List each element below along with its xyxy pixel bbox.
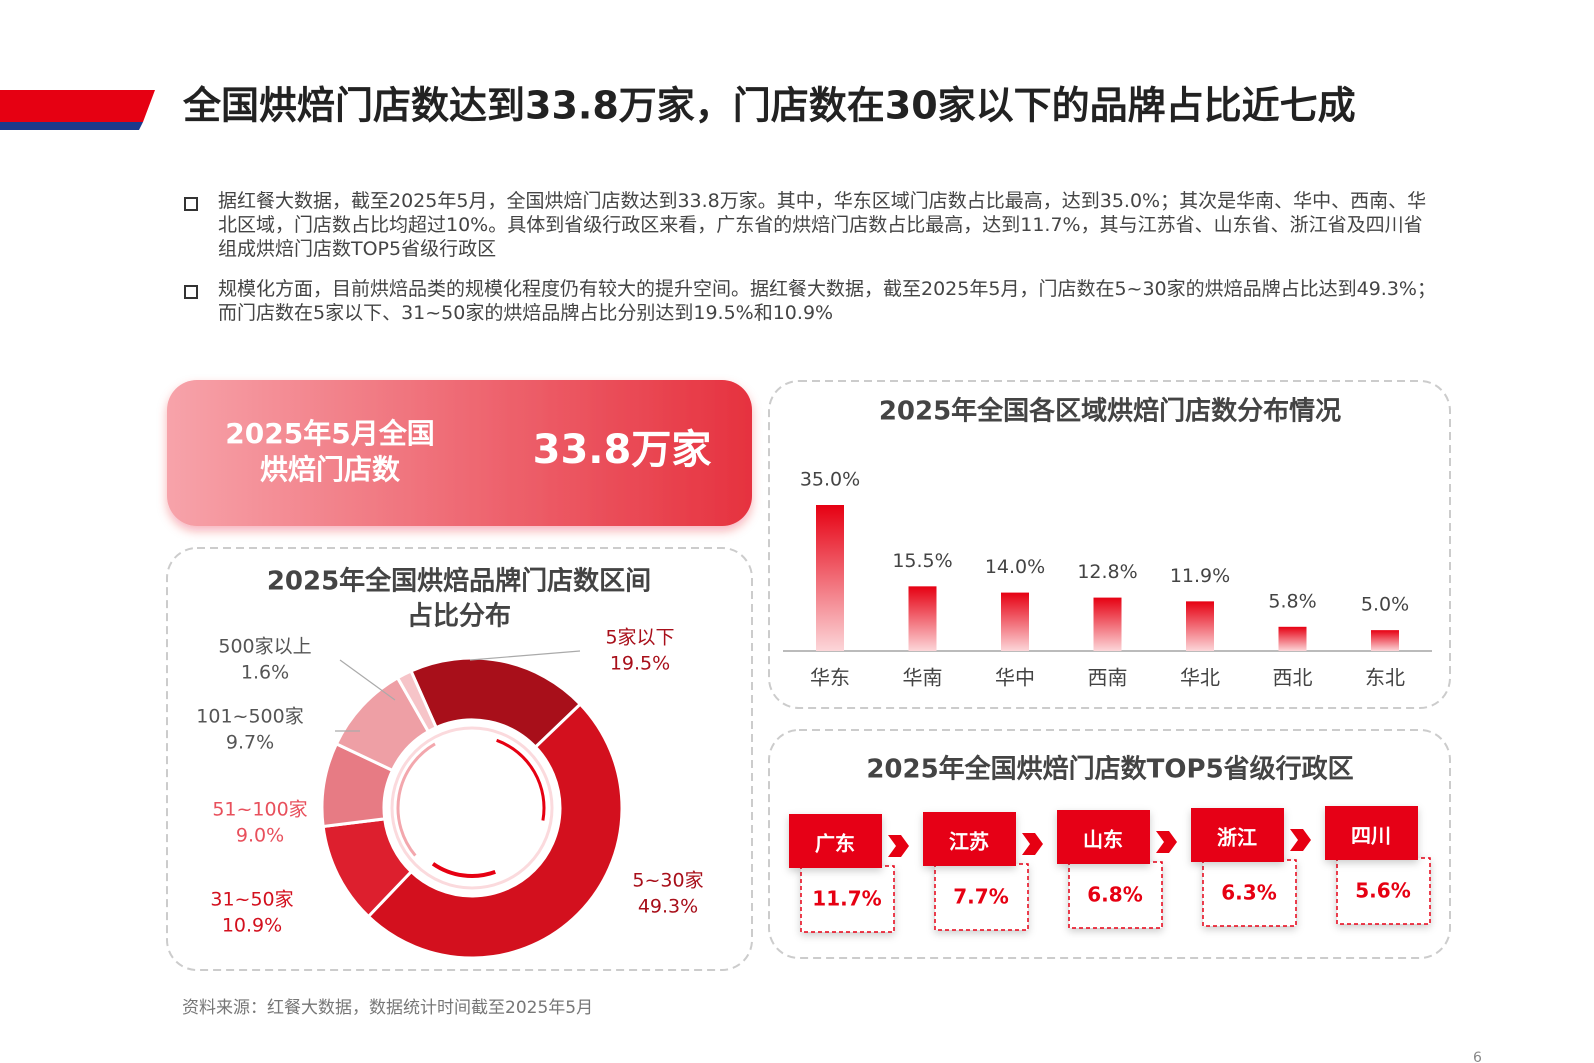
province-label: 山东	[1083, 828, 1123, 852]
value-box	[934, 863, 1029, 931]
bar	[908, 586, 937, 651]
slice-value: 10.9%	[222, 915, 282, 937]
value-label: 5.6%	[1355, 879, 1410, 903]
x-tick-label: 华南	[903, 666, 943, 690]
pie-slice	[366, 702, 624, 960]
bullet-icon	[184, 285, 198, 299]
bar	[1001, 592, 1029, 651]
banner-stripe	[0, 122, 143, 130]
value-label: 5.0%	[1361, 594, 1409, 616]
value-label: 11.7%	[812, 887, 881, 911]
value-label: 5.8%	[1268, 590, 1316, 612]
pie-slice	[409, 656, 583, 750]
province-box	[789, 814, 882, 868]
bullet-icon	[184, 197, 198, 211]
bar	[1371, 630, 1399, 651]
x-tick-label: 西南	[1088, 666, 1128, 690]
arrow	[1290, 829, 1311, 851]
ring-deco	[496, 738, 546, 821]
value-label: 11.9%	[1170, 565, 1230, 587]
kpi-label: 2025年5月全国	[225, 417, 434, 450]
province-label: 广东	[815, 832, 855, 856]
province-box	[1325, 806, 1418, 860]
slice-label: 101~500家	[196, 706, 303, 728]
bullet-text: 据红餐大数据，截至2025年5月，全国烘焙门店数达到33.8万家。其中，华东区域…	[218, 190, 1427, 260]
value-label: 6.3%	[1221, 881, 1276, 905]
bar	[816, 505, 844, 651]
x-tick-label: 华中	[995, 666, 1035, 690]
bar	[1186, 601, 1214, 651]
value-label: 7.7%	[953, 885, 1008, 909]
panel	[768, 380, 1451, 709]
chart-title: 2025年全国烘焙门店数TOP5省级行政区	[866, 754, 1353, 785]
value-label: 14.0%	[985, 556, 1045, 578]
page-title: 全国烘焙门店数达到33.8万家，门店数在30家以下的品牌占比近七成	[182, 84, 1356, 128]
leader-line	[469, 650, 581, 661]
slice-value: 19.5%	[610, 653, 670, 675]
chart-title: 2025年全国各区域烘焙门店数分布情况	[879, 396, 1341, 427]
province-label: 浙江	[1217, 826, 1257, 850]
value-box	[1336, 857, 1431, 925]
ring-deco	[396, 742, 436, 857]
province-box	[1191, 808, 1284, 862]
value-label: 15.5%	[892, 550, 952, 572]
bar	[1278, 626, 1307, 651]
slice-value: 1.6%	[241, 662, 289, 684]
province-label: 江苏	[949, 830, 989, 854]
banner	[0, 90, 155, 122]
kpi-label: 烘焙门店数	[260, 453, 401, 486]
ring-deco	[431, 862, 496, 878]
province-box	[1057, 810, 1150, 864]
x-tick-label: 华东	[810, 666, 850, 690]
chart-title: 占比分布	[407, 602, 511, 632]
value-box	[1068, 861, 1163, 929]
arrow	[1022, 833, 1043, 855]
slice-label: 5~30家	[632, 870, 703, 892]
x-tick-label: 西北	[1273, 666, 1313, 690]
bar	[1093, 597, 1122, 651]
value-box	[800, 865, 895, 933]
value-label: 35.0%	[800, 469, 860, 491]
ring-deco	[390, 726, 554, 890]
slice-label: 51~100家	[212, 799, 307, 821]
arrow	[1156, 831, 1177, 853]
kpi-card	[167, 380, 752, 526]
province-box	[923, 812, 1016, 866]
slice-label: 5家以下	[605, 627, 674, 649]
value-label: 12.8%	[1077, 561, 1137, 583]
slice-value: 9.0%	[236, 825, 284, 847]
province-label: 四川	[1351, 824, 1391, 848]
slice-value: 9.7%	[226, 732, 274, 754]
value-label: 6.8%	[1087, 883, 1142, 907]
pie-slice	[395, 668, 439, 734]
bullet-text: 规模化方面，目前烘焙品类的规模化程度仍有较大的提升空间。据红餐大数据，截至202…	[218, 278, 1436, 324]
source: 资料来源：红餐大数据，数据统计时间截至2025年5月	[182, 998, 593, 1018]
x-tick-label: 华北	[1180, 666, 1220, 690]
panel	[166, 547, 753, 971]
slice-label: 31~50家	[210, 889, 293, 911]
arrow	[888, 835, 909, 857]
value-box	[1202, 859, 1297, 927]
slice-value: 49.3%	[638, 896, 698, 918]
kpi-value: 33.8万家	[533, 427, 712, 473]
page-number: 6	[1473, 1050, 1482, 1063]
chart-title: 2025年全国烘焙品牌门店数区间	[267, 566, 651, 597]
slice-label: 500家以上	[218, 636, 311, 658]
leader-line	[339, 659, 396, 701]
x-tick-label: 东北	[1365, 666, 1405, 690]
